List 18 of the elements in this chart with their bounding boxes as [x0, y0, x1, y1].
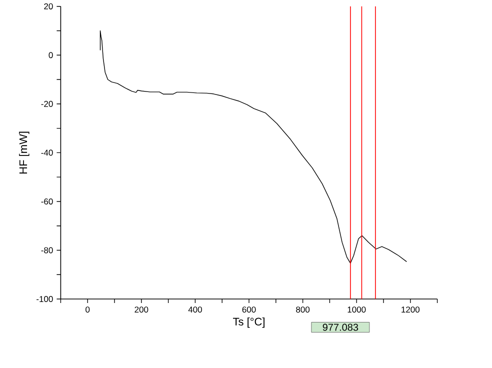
- x-tick-label: 1200: [402, 306, 420, 313]
- line-series: [100, 30, 407, 264]
- ref-line-label: 977.083: [322, 324, 358, 331]
- x-tick-label: 200: [134, 306, 148, 313]
- y-tick-label: -20: [41, 100, 53, 107]
- y-tick-label: -80: [41, 247, 53, 254]
- x-axis-title: Ts [°C]: [233, 317, 264, 328]
- y-tick-label: 20: [44, 3, 53, 10]
- x-tick-label: 800: [296, 306, 310, 313]
- x-tick-label: 400: [188, 306, 202, 313]
- y-tick-label: -60: [41, 198, 53, 204]
- y-tick-label: -40: [41, 150, 53, 156]
- y-tick-label: -100: [36, 296, 53, 302]
- x-tick-label: 0: [86, 306, 90, 313]
- y-tick-label: 0: [48, 52, 53, 58]
- y-axis-title: HF [mW]: [19, 132, 30, 174]
- x-tick-label: 1000: [348, 306, 366, 313]
- x-tick-label: 600: [242, 306, 256, 313]
